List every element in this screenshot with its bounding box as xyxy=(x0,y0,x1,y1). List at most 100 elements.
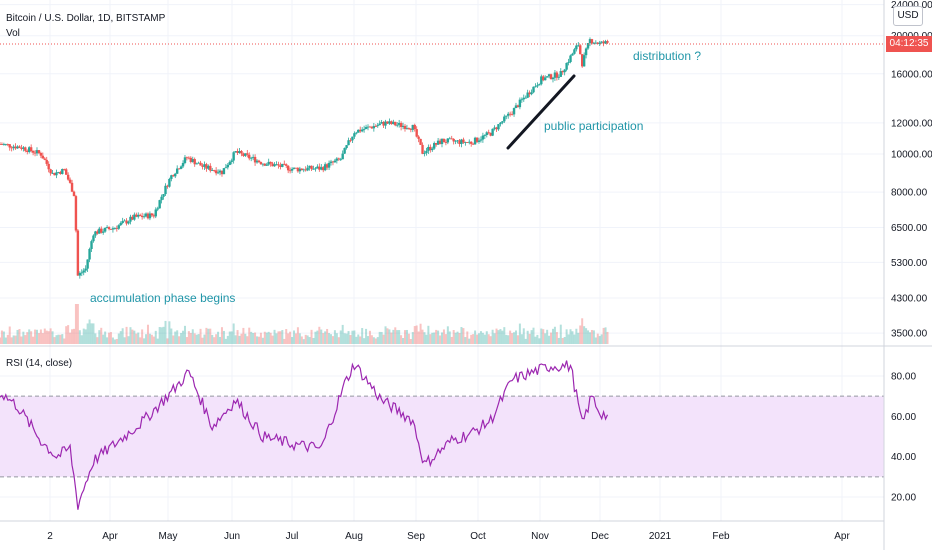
volume-bar xyxy=(250,331,253,344)
volume-bar xyxy=(456,331,459,344)
candle-body xyxy=(477,140,481,142)
candle-body xyxy=(37,150,41,153)
volume-bar xyxy=(587,330,590,344)
candle-body xyxy=(144,213,148,217)
candle-body xyxy=(333,160,337,163)
volume-bar xyxy=(0,330,3,344)
candle-body xyxy=(349,140,352,142)
volume-bar xyxy=(380,331,383,344)
price-tick-label: 3500.00 xyxy=(891,329,928,340)
volume-bar xyxy=(228,331,231,344)
volume-bar xyxy=(433,332,436,344)
time-tick-label: Apr xyxy=(834,531,850,542)
volume-bar xyxy=(65,326,68,344)
candle-body xyxy=(471,143,475,145)
candle-body xyxy=(316,166,319,169)
volume-bar xyxy=(242,327,245,344)
candle-body xyxy=(207,165,210,169)
volume-bar xyxy=(129,327,132,344)
volume-bar xyxy=(550,332,553,344)
volume-bar xyxy=(98,330,101,344)
candle-body xyxy=(146,213,150,219)
candle-body xyxy=(386,121,389,124)
volume-bar xyxy=(49,328,52,344)
volume-bar xyxy=(437,330,440,344)
candle-body xyxy=(577,45,580,47)
volume-bar xyxy=(594,337,597,344)
candle-body xyxy=(438,140,442,145)
candle-body xyxy=(532,86,535,93)
volume-bar xyxy=(115,338,118,344)
rsi-tick-label: 60.00 xyxy=(891,412,916,423)
candle-body xyxy=(234,151,237,153)
time-tick-label: Nov xyxy=(531,531,549,542)
candle-body xyxy=(224,167,228,169)
volume-bar xyxy=(477,333,480,344)
volume-bar xyxy=(442,329,445,344)
rsi-legend[interactable]: RSI (14, close) xyxy=(6,358,73,369)
candle-body xyxy=(277,164,280,166)
candle-body xyxy=(138,214,142,216)
candle-body xyxy=(436,140,440,145)
volume-bar xyxy=(353,330,356,344)
volume-legend[interactable]: Vol xyxy=(6,28,20,39)
volume-bar xyxy=(26,332,29,344)
candle-body xyxy=(59,172,62,174)
volume-bar xyxy=(271,335,274,344)
volume-bar xyxy=(197,334,200,344)
time-tick-label: Feb xyxy=(712,531,730,542)
candle-body xyxy=(318,166,321,170)
volume-bar xyxy=(148,333,151,344)
candle-body xyxy=(427,146,430,151)
candle-body xyxy=(485,132,488,135)
volume-bar xyxy=(326,328,329,344)
volume-bar xyxy=(123,337,126,344)
candle-body xyxy=(22,147,25,149)
volume-bar xyxy=(133,330,136,344)
volume-bar xyxy=(96,337,99,344)
volume-bar xyxy=(281,330,284,344)
candle-body xyxy=(86,259,89,269)
volume-bar xyxy=(34,329,37,344)
volume-bar xyxy=(544,333,547,344)
candle-body xyxy=(29,147,33,151)
volume-bar xyxy=(213,337,216,344)
volume-bar xyxy=(351,330,354,344)
candle-body xyxy=(257,160,261,163)
rsi-tick-label: 80.00 xyxy=(891,372,916,383)
volume-bar xyxy=(516,335,519,344)
volume-bar xyxy=(561,338,564,344)
volume-bar xyxy=(158,327,161,344)
candle-body xyxy=(24,147,27,151)
candle-body xyxy=(281,163,284,167)
volume-bar xyxy=(189,332,192,344)
currency-badge[interactable]: USD xyxy=(893,6,923,26)
candle-body xyxy=(82,270,85,273)
volume-bar xyxy=(540,328,543,344)
candle-body xyxy=(327,162,331,168)
candle-body xyxy=(549,74,553,80)
volume-bar xyxy=(14,335,17,344)
volume-bar xyxy=(146,324,149,344)
candle-body xyxy=(481,135,485,140)
volume-bar xyxy=(279,331,282,344)
candle-body xyxy=(499,122,502,125)
price-tick-label: 8000.00 xyxy=(891,188,928,199)
time-tick-label: May xyxy=(159,531,178,542)
symbol-legend[interactable]: Bitcoin / U.S. Dollar, 1D, BITSTAMP xyxy=(6,13,166,24)
candle-body xyxy=(598,42,601,44)
volume-bar xyxy=(489,336,492,344)
volume-bar xyxy=(47,331,50,344)
volume-bar xyxy=(390,332,393,344)
volume-bar xyxy=(590,329,593,344)
volume-bar xyxy=(226,335,229,344)
candle-body xyxy=(300,168,304,171)
volume-bar xyxy=(526,330,529,344)
volume-bar xyxy=(111,337,114,344)
candle-body xyxy=(530,92,533,95)
candle-body xyxy=(57,172,60,173)
volume-bar xyxy=(577,332,580,344)
candlestick-series xyxy=(0,37,609,279)
price-tick-label: 10000.00 xyxy=(891,150,932,161)
